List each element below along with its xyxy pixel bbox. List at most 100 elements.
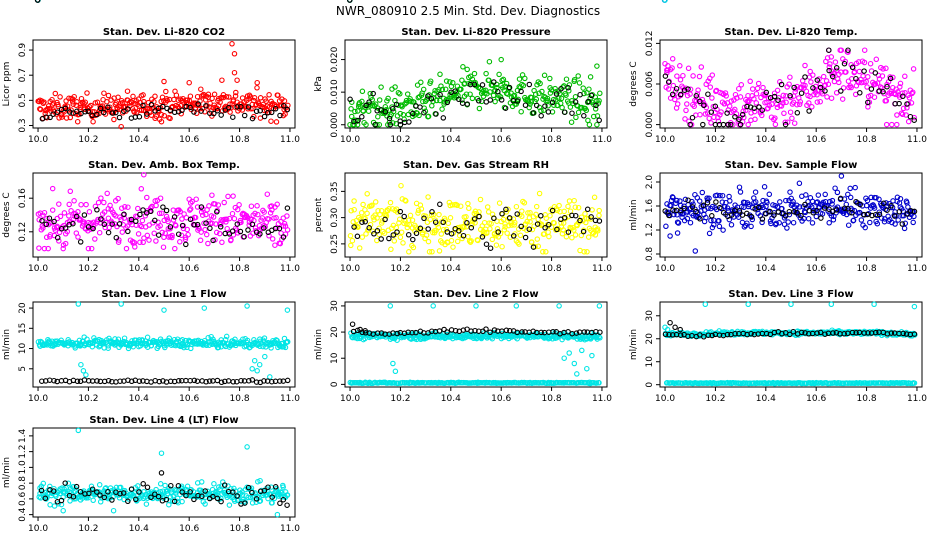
data-point bbox=[362, 328, 368, 334]
data-point bbox=[900, 93, 906, 100]
data-point bbox=[460, 64, 466, 70]
data-point bbox=[98, 195, 104, 201]
data-point bbox=[685, 86, 691, 92]
data-point bbox=[177, 239, 183, 245]
data-point bbox=[776, 220, 782, 226]
data-point bbox=[596, 207, 602, 214]
data-point bbox=[281, 103, 287, 109]
data-point bbox=[705, 205, 711, 211]
data-point bbox=[138, 186, 145, 192]
data-point bbox=[586, 86, 592, 92]
data-point bbox=[802, 201, 808, 208]
data-point bbox=[577, 91, 583, 98]
data-point bbox=[528, 94, 535, 101]
data-point bbox=[487, 329, 493, 336]
data-point bbox=[184, 483, 191, 490]
data-point bbox=[571, 197, 577, 204]
data-point bbox=[435, 224, 442, 231]
data-point bbox=[571, 227, 577, 233]
data-point bbox=[476, 213, 482, 220]
data-point bbox=[136, 114, 143, 120]
data-point bbox=[123, 245, 130, 252]
data-point bbox=[115, 492, 122, 498]
data-point bbox=[817, 84, 824, 91]
data-point bbox=[284, 213, 290, 219]
data-point bbox=[402, 197, 408, 203]
data-point bbox=[155, 105, 162, 112]
data-point bbox=[526, 81, 533, 88]
data-point bbox=[873, 329, 879, 336]
data-point bbox=[396, 216, 403, 223]
series-secondary bbox=[347, 0, 603, 337]
series-primary bbox=[35, 171, 291, 252]
data-point bbox=[748, 330, 754, 337]
data-point bbox=[841, 60, 848, 67]
data-point bbox=[726, 103, 733, 109]
data-point bbox=[256, 361, 263, 368]
data-point bbox=[432, 219, 439, 225]
data-point bbox=[238, 103, 244, 110]
data-point bbox=[78, 361, 84, 368]
data-point bbox=[498, 56, 504, 63]
data-point bbox=[684, 101, 690, 107]
data-point bbox=[778, 81, 785, 88]
data-point bbox=[574, 371, 580, 377]
data-point bbox=[771, 212, 777, 218]
x-tick-label: 10.2 bbox=[390, 394, 410, 404]
data-point bbox=[74, 118, 81, 125]
data-point bbox=[261, 378, 267, 384]
data-point bbox=[669, 56, 676, 62]
data-point bbox=[202, 501, 208, 507]
data-point bbox=[561, 215, 568, 221]
data-point bbox=[132, 100, 138, 107]
data-point bbox=[267, 210, 274, 216]
data-point bbox=[674, 230, 681, 236]
data-point bbox=[165, 218, 171, 225]
data-point bbox=[390, 108, 397, 115]
data-point bbox=[796, 180, 803, 187]
data-point bbox=[888, 203, 894, 209]
series-secondary bbox=[662, 195, 918, 227]
data-point bbox=[169, 234, 175, 241]
data-point bbox=[236, 202, 242, 208]
data-point bbox=[687, 121, 693, 128]
plot-frame bbox=[659, 301, 923, 388]
x-tick-label: 10.2 bbox=[390, 135, 410, 145]
data-point bbox=[244, 444, 250, 450]
data-point bbox=[128, 378, 135, 385]
data-point bbox=[664, 326, 671, 333]
data-point bbox=[234, 104, 240, 110]
data-point bbox=[86, 490, 92, 497]
data-point bbox=[429, 328, 435, 334]
data-point bbox=[70, 101, 76, 107]
data-point bbox=[677, 202, 684, 209]
data-point bbox=[763, 211, 769, 217]
data-point bbox=[203, 231, 210, 238]
data-point bbox=[381, 230, 388, 236]
data-point bbox=[367, 221, 374, 228]
data-point bbox=[136, 489, 142, 495]
data-point bbox=[491, 79, 497, 85]
data-point bbox=[124, 88, 131, 94]
data-point bbox=[73, 483, 80, 490]
data-point bbox=[351, 224, 357, 230]
x-tick-label: 10.8 bbox=[230, 394, 250, 404]
data-point bbox=[698, 64, 705, 70]
data-point bbox=[178, 232, 185, 239]
data-point bbox=[246, 222, 252, 228]
data-point bbox=[157, 488, 164, 495]
data-point bbox=[118, 123, 124, 130]
data-point bbox=[70, 220, 76, 227]
data-point bbox=[67, 114, 74, 121]
data-point bbox=[682, 196, 689, 203]
data-point bbox=[685, 65, 692, 72]
data-point bbox=[406, 119, 412, 125]
data-point bbox=[577, 217, 583, 224]
data-point bbox=[155, 232, 162, 238]
data-point bbox=[497, 94, 504, 100]
data-point bbox=[756, 104, 762, 110]
data-point bbox=[94, 111, 100, 118]
data-point bbox=[584, 365, 590, 372]
data-point bbox=[802, 62, 808, 69]
data-point bbox=[842, 206, 849, 213]
